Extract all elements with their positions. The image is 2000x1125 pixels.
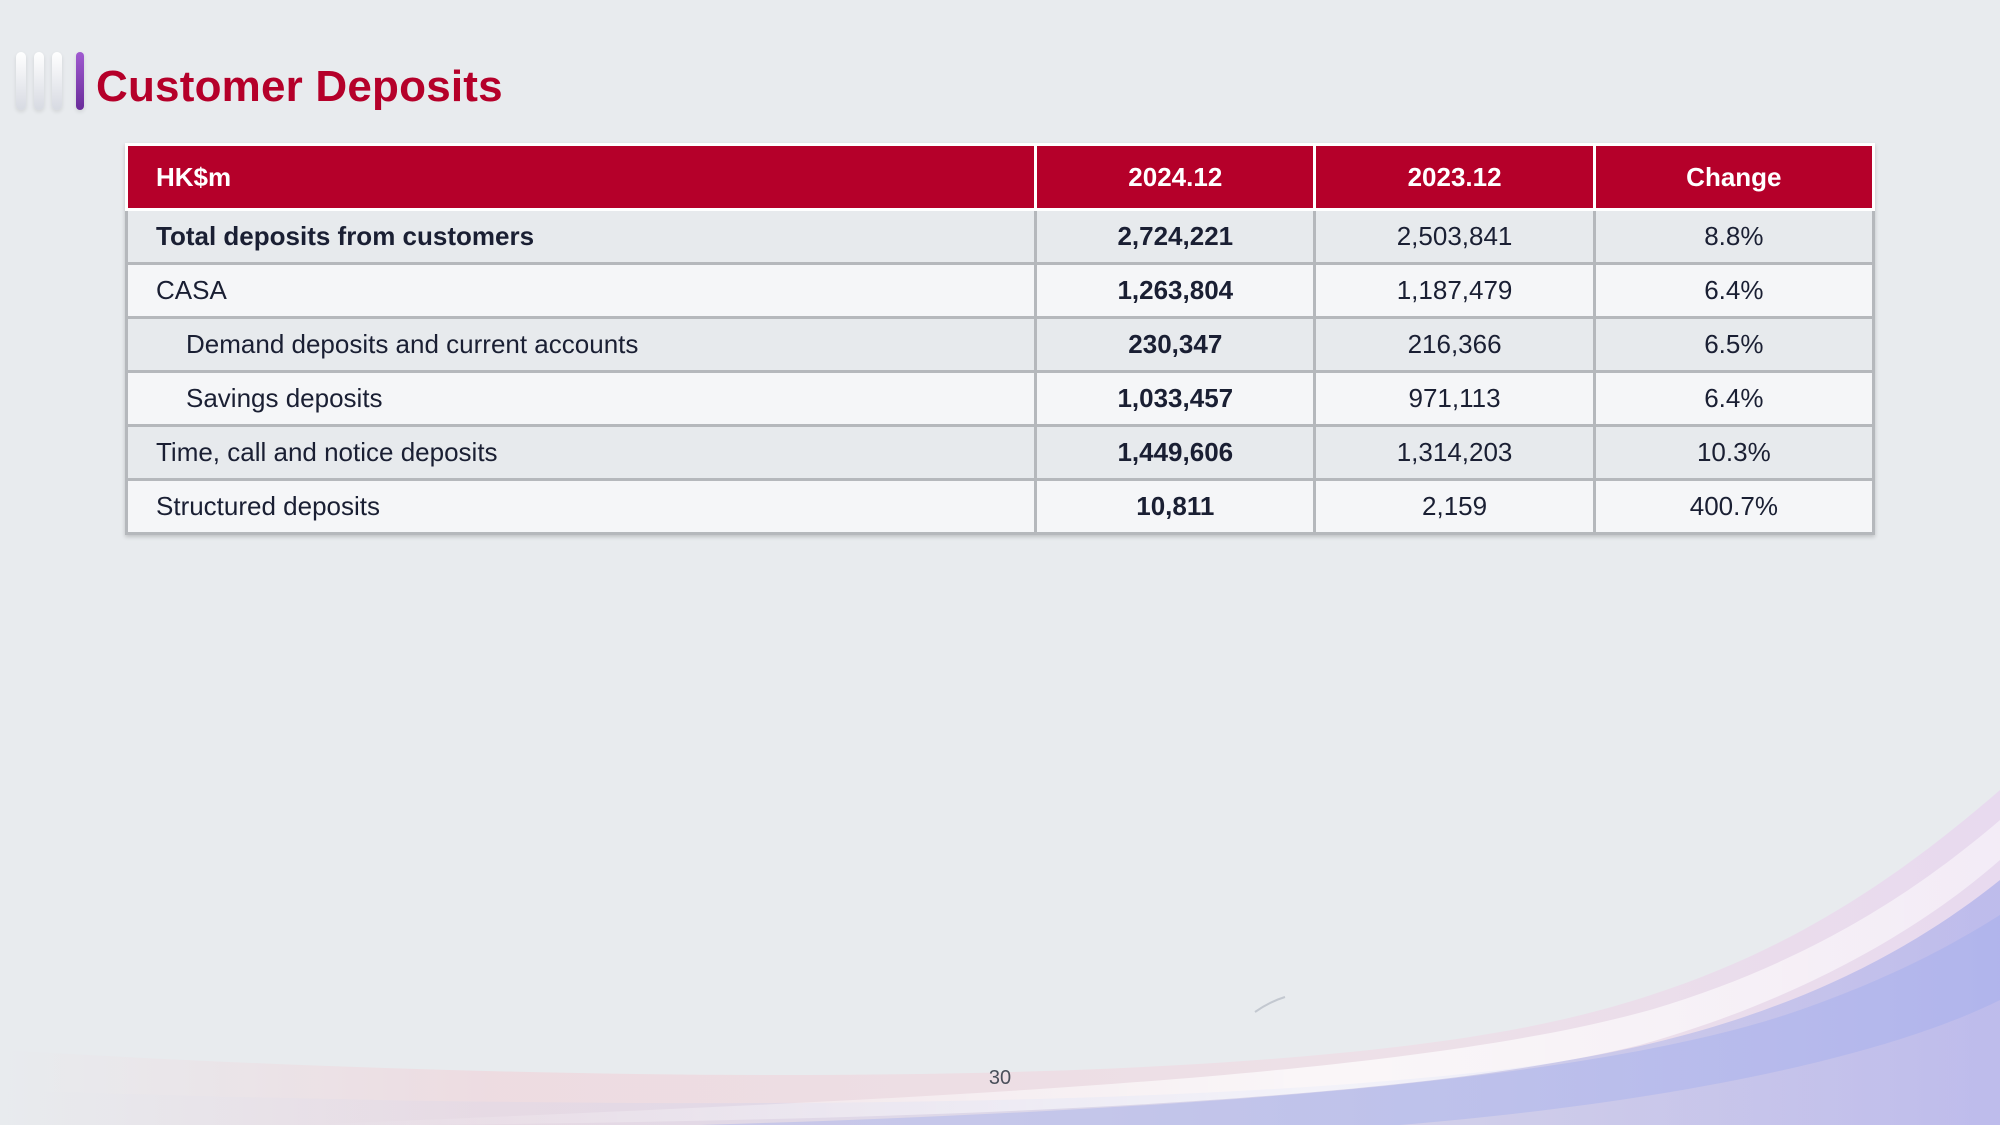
- title-decoration-bars: [16, 52, 88, 112]
- header-unit: HK$m: [124, 143, 1038, 211]
- value-change: 8.8%: [1592, 208, 1876, 265]
- value-change: 6.4%: [1592, 370, 1876, 427]
- value-change: 400.7%: [1592, 478, 1876, 535]
- value-2024: 230,347: [1034, 316, 1317, 373]
- table-row: Total deposits from customers 2,724,221 …: [124, 208, 1876, 265]
- value-2024: 1,449,606: [1034, 424, 1317, 481]
- value-2023: 1,314,203: [1313, 424, 1596, 481]
- value-2024: 1,263,804: [1034, 262, 1317, 319]
- value-2023: 1,187,479: [1313, 262, 1596, 319]
- value-2024: 10,811: [1034, 478, 1317, 535]
- row-label: Total deposits from customers: [124, 208, 1038, 265]
- header-change: Change: [1592, 143, 1876, 211]
- value-change: 6.4%: [1592, 262, 1876, 319]
- deposits-table: HK$m 2024.12 2023.12 Change Total deposi…: [124, 143, 1876, 535]
- header-2023: 2023.12: [1313, 143, 1596, 211]
- value-2023: 971,113: [1313, 370, 1596, 427]
- value-change: 6.5%: [1592, 316, 1876, 373]
- row-label: Structured deposits: [124, 478, 1038, 535]
- table-row: CASA 1,263,804 1,187,479 6.4%: [124, 262, 1876, 319]
- table-row: Structured deposits 10,811 2,159 400.7%: [124, 478, 1876, 535]
- decoration-bar: [16, 52, 26, 110]
- row-label: Savings deposits: [124, 370, 1038, 427]
- page-number: 30: [988, 1067, 1012, 1089]
- row-label: CASA: [124, 262, 1038, 319]
- value-change: 10.3%: [1592, 424, 1876, 481]
- page-title: Customer Deposits: [96, 62, 503, 111]
- value-2023: 216,366: [1313, 316, 1596, 373]
- decoration-bar: [34, 52, 44, 110]
- table-row: Savings deposits 1,033,457 971,113 6.4%: [124, 370, 1876, 427]
- row-label: Demand deposits and current accounts: [124, 316, 1038, 373]
- row-label: Time, call and notice deposits: [124, 424, 1038, 481]
- value-2024: 2,724,221: [1034, 208, 1317, 265]
- value-2023: 2,503,841: [1313, 208, 1596, 265]
- decoration-bar: [52, 52, 62, 110]
- value-2023: 2,159: [1313, 478, 1596, 535]
- decoration-bar-accent: [76, 52, 84, 110]
- value-2024: 1,033,457: [1034, 370, 1317, 427]
- table-row: Time, call and notice deposits 1,449,606…: [124, 424, 1876, 481]
- table-header-row: HK$m 2024.12 2023.12 Change: [124, 143, 1876, 211]
- header-2024: 2024.12: [1034, 143, 1317, 211]
- table-row: Demand deposits and current accounts 230…: [124, 316, 1876, 373]
